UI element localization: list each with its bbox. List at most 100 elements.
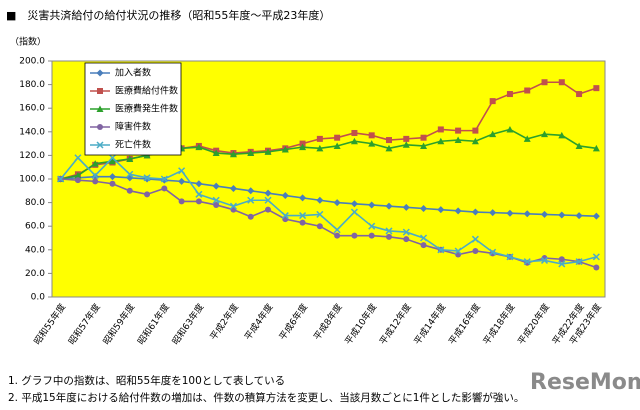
marker (437, 137, 445, 145)
marker (420, 242, 427, 249)
marker (97, 88, 103, 94)
legend-label: 医療費給付件数 (115, 85, 178, 97)
marker (96, 141, 104, 149)
x-tick-label: 平成12年度 (377, 301, 414, 347)
x-tick-label: 昭和57年度 (66, 301, 103, 347)
marker (195, 198, 202, 205)
marker (541, 79, 548, 86)
marker (454, 136, 462, 144)
y-tick-label: 160.0 (19, 104, 45, 114)
marker (368, 232, 375, 239)
x-tick-label: 昭和59年度 (100, 301, 137, 347)
marker (592, 144, 600, 152)
x-tick-label: 平成18年度 (480, 301, 517, 347)
y-axis-label: （指数） (10, 36, 46, 48)
y-tick-label: 180.0 (19, 80, 45, 90)
legend-label: 障害件数 (115, 121, 151, 133)
y-tick-label: 40.0 (25, 245, 45, 255)
marker (437, 126, 444, 133)
marker (316, 223, 323, 230)
marker (57, 175, 65, 183)
marker (91, 160, 99, 167)
marker (420, 134, 427, 141)
marker (334, 232, 341, 239)
marker (524, 87, 531, 94)
marker (506, 91, 513, 98)
y-tick-label: 100.0 (19, 175, 45, 185)
marker (472, 247, 479, 254)
marker (575, 212, 583, 220)
logo: ReseMom (530, 370, 640, 395)
marker (126, 170, 134, 178)
marker (506, 209, 514, 217)
marker (437, 206, 445, 214)
marker (351, 232, 358, 239)
marker (108, 157, 116, 165)
x-tick-label: 昭和61年度 (135, 301, 172, 347)
marker (195, 190, 203, 198)
marker (316, 135, 323, 142)
marker (229, 150, 237, 158)
marker (213, 201, 220, 208)
marker (558, 211, 566, 219)
marker (368, 201, 376, 209)
marker (160, 175, 168, 183)
marker (247, 196, 255, 204)
marker (385, 202, 393, 210)
marker (264, 196, 272, 204)
marker (281, 192, 289, 200)
marker (195, 180, 203, 188)
marker (368, 140, 376, 147)
marker (178, 177, 186, 185)
marker (247, 213, 254, 220)
marker (506, 253, 514, 261)
marker (281, 212, 289, 220)
marker (472, 127, 479, 134)
marker (299, 140, 306, 147)
x-tick-label: 昭和63年度 (169, 301, 206, 347)
marker (92, 178, 99, 185)
marker (420, 234, 428, 242)
marker (299, 194, 307, 202)
marker (403, 135, 410, 142)
marker (97, 124, 103, 130)
marker (402, 228, 410, 236)
marker (143, 174, 151, 182)
marker (350, 208, 358, 216)
marker (523, 210, 531, 218)
marker (592, 253, 600, 261)
marker (212, 149, 220, 157)
marker (316, 144, 324, 152)
marker (247, 149, 255, 157)
marker (558, 131, 566, 139)
marker (489, 130, 497, 138)
marker (489, 248, 497, 256)
legend-label: 加入者数 (115, 67, 151, 79)
x-tick-label: 平成2年度 (207, 301, 241, 342)
marker (299, 143, 307, 151)
marker (593, 264, 600, 271)
marker (316, 196, 324, 204)
marker (368, 222, 376, 230)
marker (454, 207, 462, 215)
marker (420, 142, 428, 149)
marker (471, 208, 479, 216)
marker (74, 177, 81, 184)
y-tick-label: 20.0 (25, 269, 45, 279)
marker (454, 247, 462, 255)
y-tick-label: 60.0 (25, 222, 45, 232)
marker (402, 141, 410, 148)
marker (108, 173, 116, 181)
marker (523, 258, 531, 266)
marker (351, 129, 358, 136)
marker (455, 127, 462, 134)
marker (541, 210, 549, 218)
marker (91, 171, 99, 179)
marker (402, 203, 410, 211)
marker (74, 171, 82, 179)
marker (229, 184, 237, 192)
x-tick-label: 昭和55年度 (31, 301, 68, 347)
y-tick-label: 80.0 (25, 198, 45, 208)
marker (212, 196, 220, 204)
marker (247, 187, 255, 195)
